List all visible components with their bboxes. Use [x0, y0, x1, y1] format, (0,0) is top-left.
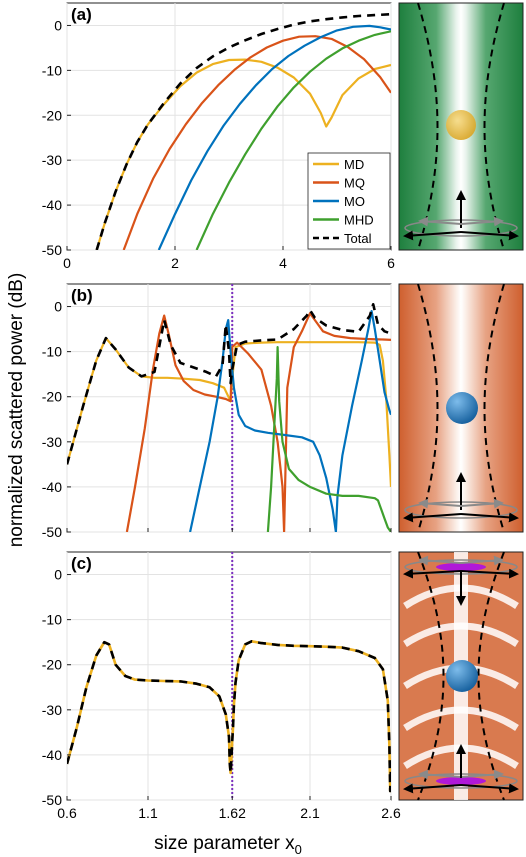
tick-label-y: -50 [42, 792, 62, 808]
arrow-left-gray-icon [418, 498, 462, 509]
tick-label-y: -40 [42, 747, 62, 763]
series-line-mhd [266, 346, 391, 532]
disk-top [436, 563, 486, 571]
tick-label-y: -30 [42, 702, 62, 718]
tick-label-y: 0 [54, 567, 62, 583]
arrow-right-gray-icon [460, 769, 504, 780]
tick-label-y: -20 [42, 657, 62, 673]
sphere-yellow [446, 110, 476, 140]
inset-a [398, 2, 524, 251]
panel-b: 0 -10 -20 -30 -40 -50 (b) [42, 283, 392, 540]
svg-text:size parameter x0: size parameter x0 [154, 833, 302, 857]
arrow-left-icon [403, 230, 462, 241]
tick-label-y: -30 [42, 434, 62, 450]
tick-label-y: -50 [42, 524, 62, 540]
legend-label: MD [344, 157, 364, 172]
arrow-left-icon [403, 512, 462, 523]
arrow-right-gray-icon [460, 498, 504, 509]
arrow-right-icon [460, 230, 519, 241]
tick-label-y: -10 [42, 62, 62, 78]
arrow-right-icon [460, 568, 519, 579]
beam-waist-right [477, 551, 505, 801]
panel-c: 0 -10 -20 -30 -40 -500.6 1.1 1.62 2.1 2.6 (c) [42, 551, 401, 821]
tick-label-y: 0 [54, 17, 62, 33]
tick-label-x: 2.1 [300, 805, 320, 821]
arrow-right-gray-icon [460, 216, 504, 227]
tick-label-x: 2.6 [381, 805, 401, 821]
tick-label-x: 0.6 [57, 805, 77, 821]
tick-label-y: -10 [42, 344, 62, 360]
grid-a [66, 3, 392, 251]
ticks-c: 0 -10 -20 -30 -40 -500.6 1.1 1.62 2.1 2.6 [42, 567, 401, 821]
tick-label-y: -40 [42, 479, 62, 495]
arrow-left-gray-icon [418, 769, 462, 780]
beam-waist-left [417, 551, 445, 801]
sphere-blue [446, 660, 478, 692]
series-line-total [95, 12, 391, 250]
panel-label-b: (b) [71, 286, 93, 305]
tick-label-x: 1.62 [219, 805, 246, 821]
legend: MD MQ MO MHD Total [307, 152, 391, 250]
x-axis-title-subscript: 0 [295, 842, 302, 857]
tick-label-y: -10 [42, 612, 62, 628]
series-group-c [67, 552, 391, 800]
inset-c [398, 551, 524, 801]
series-group-b [67, 284, 391, 532]
tick-label-y: 0 [54, 299, 62, 315]
disk-bottom [436, 777, 486, 785]
tick-label-x: 1.1 [138, 805, 158, 821]
series-line-mhd [195, 30, 391, 250]
ticks-b: 0 -10 -20 -30 -40 -50 [42, 299, 392, 540]
tick-label-x: 0 [63, 255, 71, 271]
x-axis-title-main: size parameter x [154, 833, 295, 854]
arrow-left-gray-icon [418, 555, 462, 566]
series-group-a [95, 12, 391, 250]
legend-label: MHD [344, 213, 374, 228]
tick-label-y: -20 [42, 107, 62, 123]
legend-label: Total [344, 231, 372, 246]
inset-b [398, 283, 524, 533]
tick-label-y: -50 [42, 242, 62, 258]
arrow-left-icon [403, 568, 462, 579]
arrow-right-gray-icon [460, 555, 504, 566]
tick-label-y: -20 [42, 389, 62, 405]
series-line-total [67, 302, 391, 465]
panel-label-c: (c) [71, 554, 92, 573]
tick-label-y: -30 [42, 152, 62, 168]
arrow-left-icon [403, 783, 462, 794]
arrow-right-icon [460, 512, 519, 523]
series-line-md [95, 58, 391, 250]
sphere-blue [446, 392, 478, 424]
y-axis-title: normalized scattered power (dB) [6, 273, 27, 548]
tick-label-x: 6 [387, 255, 395, 271]
legend-label: MQ [344, 176, 365, 191]
series-line-mq [122, 35, 391, 250]
arrow-right-icon [460, 783, 519, 794]
panel-label-a: (a) [71, 5, 92, 24]
tick-label-x: 4 [279, 255, 287, 271]
legend-label: MO [344, 194, 365, 209]
tick-label-y: -40 [42, 197, 62, 213]
series-line-mo [157, 24, 391, 250]
legend-items: MD MQ MO MHD Total [313, 157, 374, 246]
ticks-a: 0-10-20-30-40-500 2 4 6 [42, 17, 395, 271]
series-line-total [67, 639, 391, 793]
x-axis-title: size parameter x0 [154, 833, 302, 857]
arrow-left-gray-icon [418, 216, 462, 227]
tick-label-x: 2 [171, 255, 179, 271]
